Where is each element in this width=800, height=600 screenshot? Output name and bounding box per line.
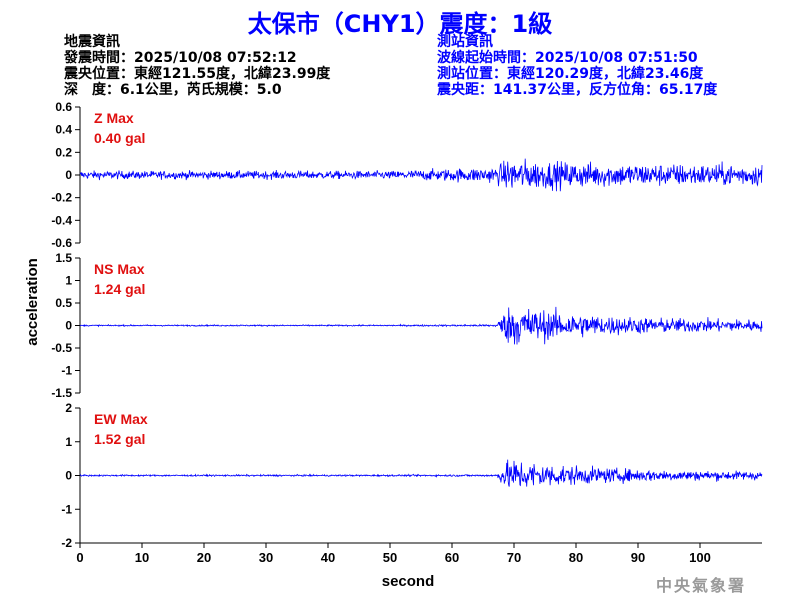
y-tick-label: 0.2 (55, 145, 72, 159)
y-tick-label: 2 (65, 401, 72, 415)
earthquake-info-block: 地震資訊 發震時間：2025/10/08 07:52:12 震央位置：東經121… (64, 34, 330, 98)
channel-max-label: 1.52 gal (94, 431, 145, 447)
origin-time: 發震時間：2025/10/08 07:52:12 (64, 50, 297, 66)
depth-magnitude: 深 度：6.1公里，芮氏規模：5.0 (64, 82, 282, 98)
y-tick-label: 1 (65, 435, 72, 449)
y-tick-label: 0 (65, 469, 72, 483)
channel-name-label: EW Max (94, 411, 148, 427)
y-tick-label: 0.4 (55, 123, 72, 137)
y-tick-label: 0.5 (55, 296, 72, 310)
x-tick-label: 100 (689, 550, 711, 565)
x-tick-label: 40 (321, 550, 335, 565)
y-tick-label: -0.6 (51, 236, 72, 250)
channel-name-label: NS Max (94, 261, 145, 277)
x-tick-label: 0 (76, 550, 83, 565)
epicenter-location: 震央位置：東經121.55度，北緯23.99度 (64, 66, 331, 82)
earthquake-info-heading: 地震資訊 (64, 34, 120, 50)
y-tick-label: -1 (61, 502, 72, 516)
y-tick-label: -0.2 (51, 191, 72, 205)
y-tick-label: 0 (65, 319, 72, 333)
waveform-trace-z (79, 158, 763, 192)
waveform-trace-ns (79, 306, 763, 345)
station-info-block: 測站資訊 波線起始時間：2025/10/08 07:51:50 測站位置：東經1… (437, 34, 717, 98)
x-tick-label: 70 (507, 550, 521, 565)
station-info-heading: 測站資訊 (437, 34, 493, 50)
x-tick-label: 50 (383, 550, 397, 565)
x-tick-label: 80 (569, 550, 583, 565)
x-axis-title: second (382, 573, 435, 590)
agency-logo-text: 中央氣象署 (656, 576, 747, 595)
y-tick-label: -0.4 (51, 213, 72, 227)
waveform-trace-ew (79, 459, 763, 487)
x-tick-label: 30 (259, 550, 273, 565)
station-location: 測站位置：東經120.29度，北緯23.46度 (437, 66, 704, 82)
y-tick-label: 0.6 (55, 100, 72, 114)
y-tick-label: -1.5 (51, 386, 72, 400)
y-tick-label: 0 (65, 168, 72, 182)
y-tick-label: -2 (61, 536, 72, 550)
y-tick-label: 1 (65, 274, 72, 288)
y-tick-label: 1.5 (55, 251, 72, 265)
distance-azimuth: 震央距：141.37公里，反方位角：65.17度 (437, 82, 718, 98)
channel-max-label: 0.40 gal (94, 130, 145, 146)
page-title: 太保市（CHY1）震度：1級 (247, 10, 553, 38)
x-tick-label: 20 (197, 550, 211, 565)
x-tick-label: 10 (135, 550, 149, 565)
wave-start-time: 波線起始時間：2025/10/08 07:51:50 (437, 50, 698, 66)
channel-max-label: 1.24 gal (94, 281, 145, 297)
channel-name-label: Z Max (94, 110, 134, 126)
y-tick-label: -0.5 (51, 341, 72, 355)
x-tick-label: 60 (445, 550, 459, 565)
y-axis-title: acceleration (24, 258, 41, 346)
y-tick-label: -1 (61, 364, 72, 378)
x-tick-label: 90 (631, 550, 645, 565)
